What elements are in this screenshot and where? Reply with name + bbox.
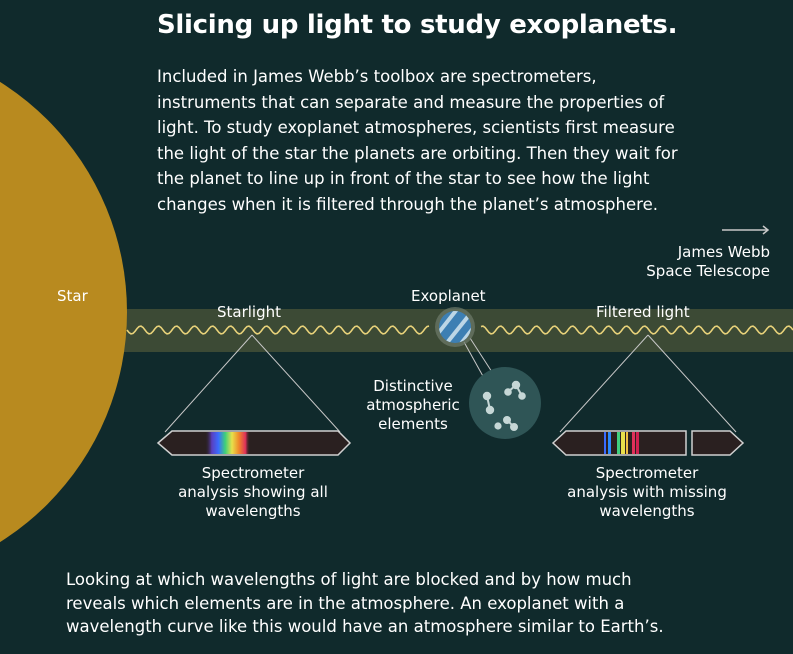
filtered-cone (559, 334, 737, 433)
spectrometer-bar-full (156, 430, 352, 456)
star (0, 81, 127, 543)
zoom-lines (463, 337, 493, 379)
spectrometer-all-label: Spectrometer analysis showing all wavele… (178, 464, 328, 520)
spectrometer-bar-missing (551, 430, 745, 456)
star-label: Star (57, 287, 88, 305)
telescope-arrow (722, 225, 770, 235)
page-title: Slicing up light to study exoplanets. (157, 10, 678, 40)
spectrometer-missing-label: Spectrometer analysis with missing wavel… (567, 464, 727, 520)
telescope-label: James Webb Space Telescope (646, 243, 770, 280)
starlight-cone (164, 334, 341, 433)
exoplanet-label: Exoplanet (411, 287, 486, 305)
starlight-label: Starlight (217, 303, 282, 321)
elements-label: Distinctive atmospheric elements (366, 377, 460, 433)
footer-paragraph: Looking at which wavelengths of light ar… (66, 570, 664, 636)
intro-paragraph: Included in James Webb’s toolbox are spe… (157, 67, 678, 214)
light-wave (126, 325, 793, 335)
atmospheric-elements-circle (469, 367, 541, 439)
filtered-light-label: Filtered light (596, 303, 690, 321)
exoplanet (435, 307, 475, 347)
